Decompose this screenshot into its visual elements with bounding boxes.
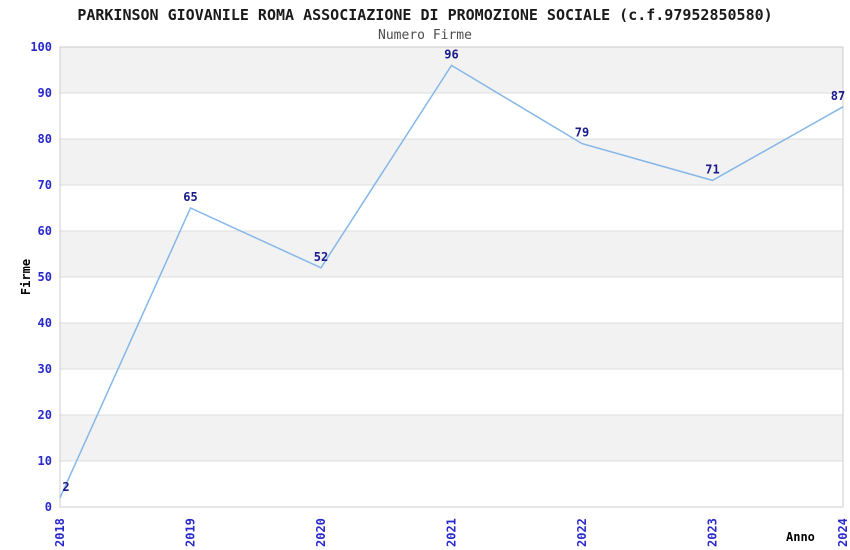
y-tick-label: 50 [38, 270, 52, 284]
chart-subtitle: Numero Firme [378, 28, 472, 43]
data-point-label: 65 [183, 190, 197, 204]
plot-border [59, 46, 844, 508]
plot-band [60, 139, 843, 185]
plot-band [60, 323, 843, 369]
x-tick-label: 2020 [314, 518, 328, 547]
y-tick-label: 40 [38, 316, 52, 330]
data-point-label: 96 [444, 47, 458, 61]
y-tick-label: 60 [38, 224, 52, 238]
x-tick-label: 2018 [53, 518, 67, 547]
y-tick-label: 0 [45, 500, 52, 514]
data-point-label: 52 [314, 250, 328, 264]
y-tick-label: 20 [38, 408, 52, 422]
plot-band [60, 47, 843, 93]
data-point-label: 71 [705, 162, 719, 176]
x-tick-label: 2024 [836, 518, 850, 547]
y-tick-label: 70 [38, 178, 52, 192]
y-tick-label: 100 [30, 40, 52, 54]
y-tick-label: 10 [38, 454, 52, 468]
x-tick-label: 2023 [706, 518, 720, 547]
data-point-label: 79 [575, 126, 589, 140]
x-tick-label: 2019 [184, 518, 198, 547]
y-tick-label: 30 [38, 362, 52, 376]
plot-band [60, 231, 843, 277]
data-point-label: 2 [62, 480, 69, 494]
x-tick-label: 2021 [445, 518, 459, 547]
chart-title: PARKINSON GIOVANILE ROMA ASSOCIAZIONE DI… [77, 6, 773, 24]
x-tick-label: 2022 [575, 518, 589, 547]
y-tick-label: 80 [38, 132, 52, 146]
plot-band [60, 415, 843, 461]
data-line [59, 64, 844, 499]
y-tick-label: 90 [38, 86, 52, 100]
x-axis-label: Anno [786, 530, 815, 544]
data-point-label: 87 [831, 89, 845, 103]
